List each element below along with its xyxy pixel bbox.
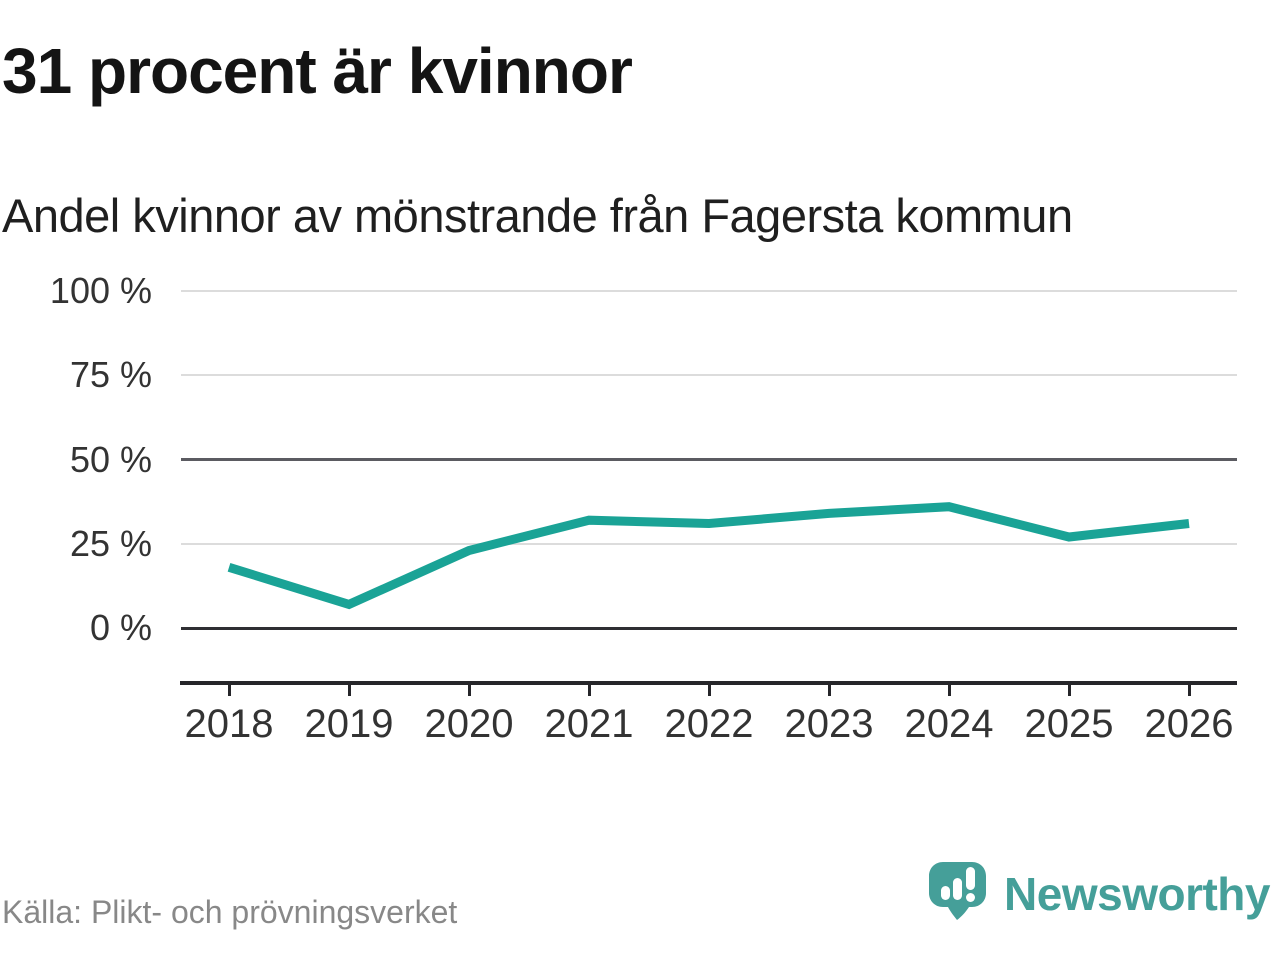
y-axis-label: 75 % bbox=[69, 354, 152, 396]
gridline-25 bbox=[181, 542, 1237, 545]
y-axis-label: 25 % bbox=[69, 522, 152, 564]
x-axis-label: 2020 bbox=[424, 702, 514, 746]
x-axis-label: 2024 bbox=[904, 702, 994, 746]
chart-subtitle: Andel kvinnor av mönstrande från Fagerst… bbox=[2, 189, 1073, 242]
source-note: Källa: Plikt- och prövningsverket bbox=[2, 894, 458, 930]
x-axis-tick bbox=[1187, 681, 1191, 696]
x-axis-tick bbox=[347, 681, 351, 696]
x-axis-tick bbox=[827, 681, 831, 696]
newsworthy-logo-text: Newsworthy bbox=[1004, 868, 1270, 920]
y-axis-label: 50 % bbox=[69, 438, 152, 480]
x-axis-label: 2019 bbox=[304, 702, 394, 746]
y-axis-label: 100 % bbox=[49, 270, 152, 311]
x-axis-tick bbox=[467, 681, 471, 696]
x-axis-label: 2025 bbox=[1024, 702, 1114, 746]
x-axis-tick bbox=[707, 681, 711, 696]
gridline-100 bbox=[181, 290, 1237, 292]
y-axis-label: 0 % bbox=[89, 607, 152, 648]
gridline-50 bbox=[181, 458, 1237, 461]
x-axis-label: 2023 bbox=[784, 702, 874, 746]
x-axis-label: 2018 bbox=[184, 702, 274, 746]
x-axis-label: 2026 bbox=[1144, 702, 1234, 746]
x-axis-tick bbox=[227, 681, 231, 696]
gridline-0 bbox=[181, 626, 1237, 630]
newsworthy-bubble-chart-icon bbox=[929, 862, 987, 920]
x-axis-tick bbox=[1067, 681, 1071, 696]
gridline-75 bbox=[181, 374, 1237, 377]
chart-title: 31 procent är kvinnor bbox=[2, 35, 633, 107]
newsworthy-logo: Newsworthy bbox=[929, 862, 1270, 920]
data-line bbox=[227, 502, 1190, 610]
x-axis-tick bbox=[947, 681, 951, 696]
x-axis-label: 2021 bbox=[544, 702, 634, 746]
x-axis-label: 2022 bbox=[664, 702, 754, 746]
x-axis-tick bbox=[587, 681, 591, 696]
